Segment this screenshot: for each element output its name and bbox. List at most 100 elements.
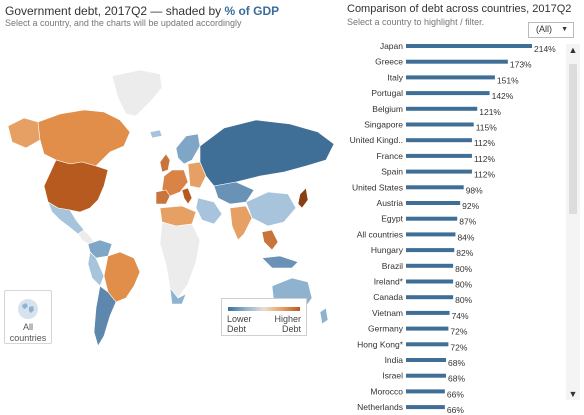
- debt-bar[interactable]: [406, 248, 455, 253]
- new-zealand[interactable]: [319, 307, 329, 325]
- bar-category-label[interactable]: Hong Kong*: [357, 339, 404, 349]
- debt-bar[interactable]: [406, 389, 445, 394]
- map-subtitle: Select a country, and the charts will be…: [5, 18, 242, 28]
- bar-category-label[interactable]: France: [377, 151, 404, 161]
- africa[interactable]: [159, 221, 201, 299]
- debt-bar[interactable]: [406, 295, 454, 300]
- debt-bar[interactable]: [406, 373, 447, 378]
- bar-value-label: 72%: [450, 327, 467, 337]
- bar-category-label[interactable]: Brazil: [382, 261, 403, 271]
- bar-scrollbar[interactable]: ▲ ▼: [566, 44, 580, 400]
- debt-bar[interactable]: [406, 44, 532, 48]
- bar-category-label[interactable]: Israel: [382, 371, 403, 381]
- bar-value-label: 87%: [459, 217, 476, 227]
- bar-value-label: 82%: [456, 248, 473, 258]
- gdp-highlight: % of GDP: [224, 4, 280, 18]
- globe-icon: [18, 299, 38, 319]
- japan[interactable]: [297, 187, 309, 209]
- debt-bar[interactable]: [406, 91, 490, 96]
- china[interactable]: [245, 191, 297, 227]
- bar-category-label[interactable]: Japan: [380, 41, 403, 51]
- bar-category-label[interactable]: All countries: [357, 229, 403, 239]
- bar-category-label[interactable]: United Kingd..: [350, 135, 403, 145]
- bar-value-label: 121%: [479, 107, 501, 117]
- debt-bar[interactable]: [406, 169, 472, 174]
- debt-bar[interactable]: [406, 263, 454, 268]
- scandinavia[interactable]: [175, 133, 201, 165]
- scroll-up-icon[interactable]: ▲: [568, 45, 578, 55]
- debt-bar[interactable]: [406, 216, 458, 221]
- bar-category-label[interactable]: United States: [352, 182, 403, 192]
- scroll-thumb[interactable]: [569, 64, 577, 214]
- legend-gradient: [228, 307, 300, 311]
- spain[interactable]: [155, 189, 171, 205]
- debt-bar[interactable]: [406, 279, 454, 284]
- central-asia[interactable]: [213, 181, 255, 205]
- debt-bar[interactable]: [406, 153, 472, 158]
- debt-bar[interactable]: [406, 358, 447, 362]
- bar-value-label: 80%: [455, 264, 472, 274]
- debt-bar-chart[interactable]: Japan 214% Greece 173% Italy 151% Portugal 142%…: [340, 36, 564, 415]
- indonesia[interactable]: [261, 255, 299, 269]
- debt-bar[interactable]: [406, 232, 456, 237]
- debt-bar[interactable]: [406, 59, 508, 64]
- bar-category-label[interactable]: Italy: [387, 72, 403, 82]
- debt-bar[interactable]: [406, 310, 450, 315]
- italy-greece[interactable]: [181, 187, 193, 205]
- south-africa[interactable]: [169, 286, 187, 305]
- legend-low-line2: Debt: [227, 324, 247, 334]
- southeast-asia[interactable]: [261, 229, 279, 251]
- brazil[interactable]: [103, 251, 141, 303]
- eastern-europe[interactable]: [187, 161, 207, 189]
- debt-bar[interactable]: [406, 405, 445, 410]
- bar-category-label[interactable]: Singapore: [364, 120, 403, 130]
- countries-label: countries: [9, 333, 47, 343]
- alaska[interactable]: [7, 117, 41, 149]
- bar-value-label: 115%: [476, 123, 498, 133]
- scroll-down-icon[interactable]: ▼: [568, 389, 578, 399]
- bar-category-label[interactable]: Spain: [381, 167, 403, 177]
- greenland[interactable]: [111, 69, 163, 117]
- bar-category-label[interactable]: Hungary: [371, 245, 404, 255]
- bar-category-label[interactable]: India: [385, 355, 404, 365]
- debt-bar[interactable]: [406, 326, 449, 331]
- map-title: Government debt, 2017Q2 — shaded by % of…: [5, 4, 279, 18]
- debt-bar[interactable]: [406, 201, 461, 205]
- argentina-chile[interactable]: [93, 285, 117, 347]
- bar-category-label[interactable]: Portugal: [371, 88, 403, 98]
- debt-bar[interactable]: [406, 138, 472, 143]
- canada[interactable]: [37, 109, 131, 167]
- bar-category-label[interactable]: Greece: [375, 57, 403, 67]
- map-panel: Government debt, 2017Q2 — shaded by % of…: [4, 4, 335, 347]
- bar-category-label[interactable]: Netherlands: [357, 402, 403, 412]
- bar-category-label[interactable]: Ireland*: [374, 277, 404, 287]
- debt-bar[interactable]: [406, 122, 474, 127]
- bar-value-label: 112%: [474, 154, 496, 164]
- debt-bar[interactable]: [406, 185, 464, 190]
- bar-category-label[interactable]: Canada: [373, 292, 403, 302]
- united-kingdom[interactable]: [159, 153, 171, 173]
- bar-category-label[interactable]: Vietnam: [372, 308, 403, 318]
- debt-bar[interactable]: [406, 342, 449, 347]
- bar-value-label: 72%: [450, 342, 467, 352]
- india[interactable]: [229, 205, 253, 241]
- bar-value-label: 112%: [474, 170, 496, 180]
- bar-category-label[interactable]: Egypt: [381, 214, 403, 224]
- legend-low-line1: Lower: [227, 314, 252, 324]
- iceland[interactable]: [149, 129, 163, 139]
- legend-high-line2: Debt: [281, 324, 301, 334]
- bar-value-label: 173%: [510, 60, 532, 70]
- russia[interactable]: [199, 119, 335, 187]
- country-filter-dropdown[interactable]: (All) ▼: [528, 22, 574, 38]
- bar-category-label[interactable]: Austria: [377, 198, 404, 208]
- debt-bar[interactable]: [406, 106, 478, 111]
- united-states[interactable]: [43, 159, 109, 213]
- debt-bar[interactable]: [406, 75, 495, 80]
- bar-category-label[interactable]: Germany: [368, 324, 404, 334]
- all-countries-button[interactable]: All countries: [4, 290, 52, 344]
- all-label: All: [22, 322, 33, 332]
- central-america[interactable]: [77, 229, 95, 245]
- bar-category-label[interactable]: Belgium: [372, 104, 403, 114]
- bar-category-label[interactable]: Morocco: [370, 386, 403, 396]
- middle-east[interactable]: [195, 197, 223, 225]
